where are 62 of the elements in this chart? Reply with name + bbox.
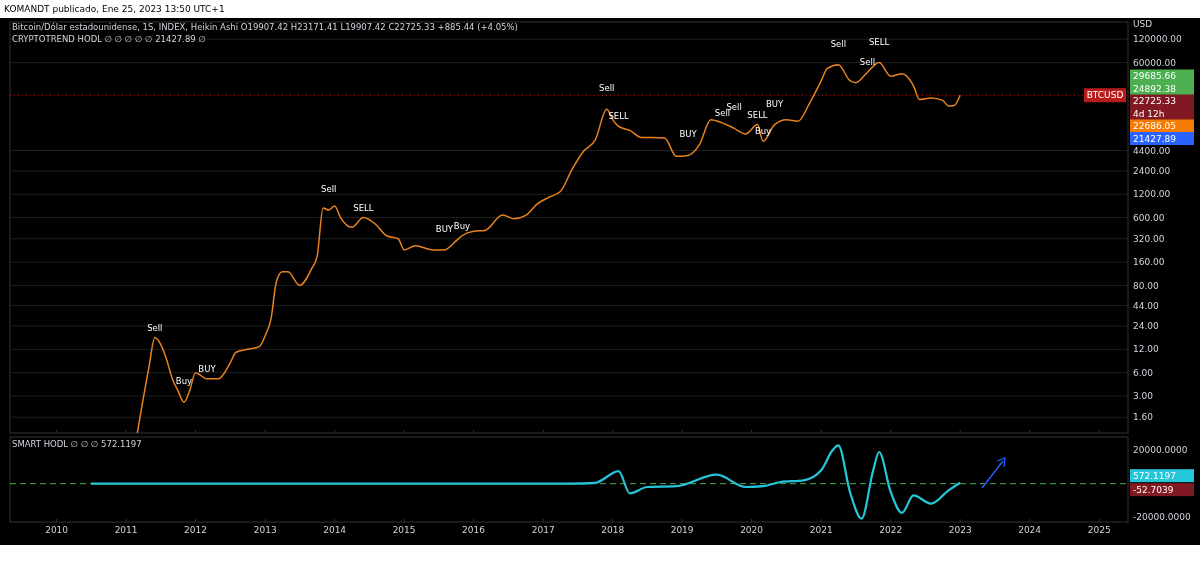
y-tick-label: 320.00 [1133,233,1165,244]
y-tick-label: 80.00 [1133,280,1160,291]
y-tick-label: 1200.00 [1133,189,1171,200]
annotation: SELL [353,202,374,213]
x-tick-label: 2010 [45,525,69,535]
x-tick-label: 2013 [253,525,277,535]
x-tick-label: 2023 [948,525,972,535]
annotation: BUY [679,129,698,140]
chart-title: SMART HODL ∅ ∅ ∅ 572.1197 [12,439,142,449]
y-tick-label: 120000.00 [1133,34,1182,45]
annotation: SELL [868,36,890,47]
annotation: Buy [175,376,193,387]
annotation: Buy [453,220,471,231]
text: 4d 12h [1133,108,1165,119]
x-tick-label: 2017 [531,525,555,535]
annotation: BUY [198,363,217,374]
annotation: BUY [435,223,454,234]
annotation: Sell [147,322,163,333]
y-tick-label: 24.00 [1133,321,1160,332]
ref-line-label: BTCUSD [1086,90,1124,101]
y-tick-label: 3.00 [1133,391,1154,402]
x-tick-label: 2022 [879,525,903,535]
annotation: Sell [714,107,731,118]
x-tick-label: 2024 [1018,525,1042,535]
x-tick-label: 2020 [740,525,764,535]
y-tick-label: 12.00 [1133,344,1160,355]
x-tick-label: 2018 [601,525,625,535]
y-tick-label: 44.00 [1133,300,1160,311]
text: 29685.66 [1133,71,1177,82]
x-tick-label: 2016 [462,525,486,535]
text: 22686.05 [1133,121,1176,132]
annotation: Sell [830,38,847,49]
y-tick-label: 4400.00 [1133,145,1171,156]
y-tick-label: 1.60 [1133,412,1154,423]
y-tick-label: 20000.0000 [1133,445,1188,456]
text: 22725.33 [1133,96,1176,107]
x-tick-label: 2025 [1087,525,1111,535]
x-tick-label: 2011 [114,525,138,535]
text: 21427.89 [1133,133,1177,144]
y-tick-label: 2400.00 [1133,166,1171,177]
text: 572.1197 [1133,470,1176,481]
annotation: Sell [599,83,615,94]
y-tick-label: 160.00 [1133,257,1165,268]
text: 24892.38 [1133,83,1177,94]
y-tick-label: 6.00 [1133,367,1154,378]
x-tick-label: 2019 [670,525,694,535]
text: -52.7039 [1133,484,1174,495]
annotation: BUY [765,98,785,109]
x-tick-label: 2015 [392,525,416,535]
annotation: Sell [859,57,876,68]
chart-subtitle: Bitcoin/Dólar estadounidense, 1S, INDEX, Heikin Ashi O19907.42 H23171.41 L19907.42 C22725.33 +885.44 (+4.05%) [12,22,518,32]
x-tick-label: 2021 [809,525,833,535]
annotation: CRYPTOTREND HODL ∅ ∅ ∅ ∅ ∅ 21427.89 ∅ [12,34,206,44]
y-axis-title: USD [1133,19,1153,29]
x-tick-label: 2014 [323,525,347,535]
y-tick-label: 60000.00 [1133,57,1177,68]
x-tick-label: 2012 [184,525,207,535]
annotation: Sell [321,184,337,195]
y-tick-label: 600.00 [1133,212,1165,223]
y-tick-label: -20000.0000 [1133,512,1191,523]
chart-title: KOMANDT publicado, Ene 25, 2023 13:50 UTC+1 [4,4,225,14]
annotation: SELL [747,109,768,120]
